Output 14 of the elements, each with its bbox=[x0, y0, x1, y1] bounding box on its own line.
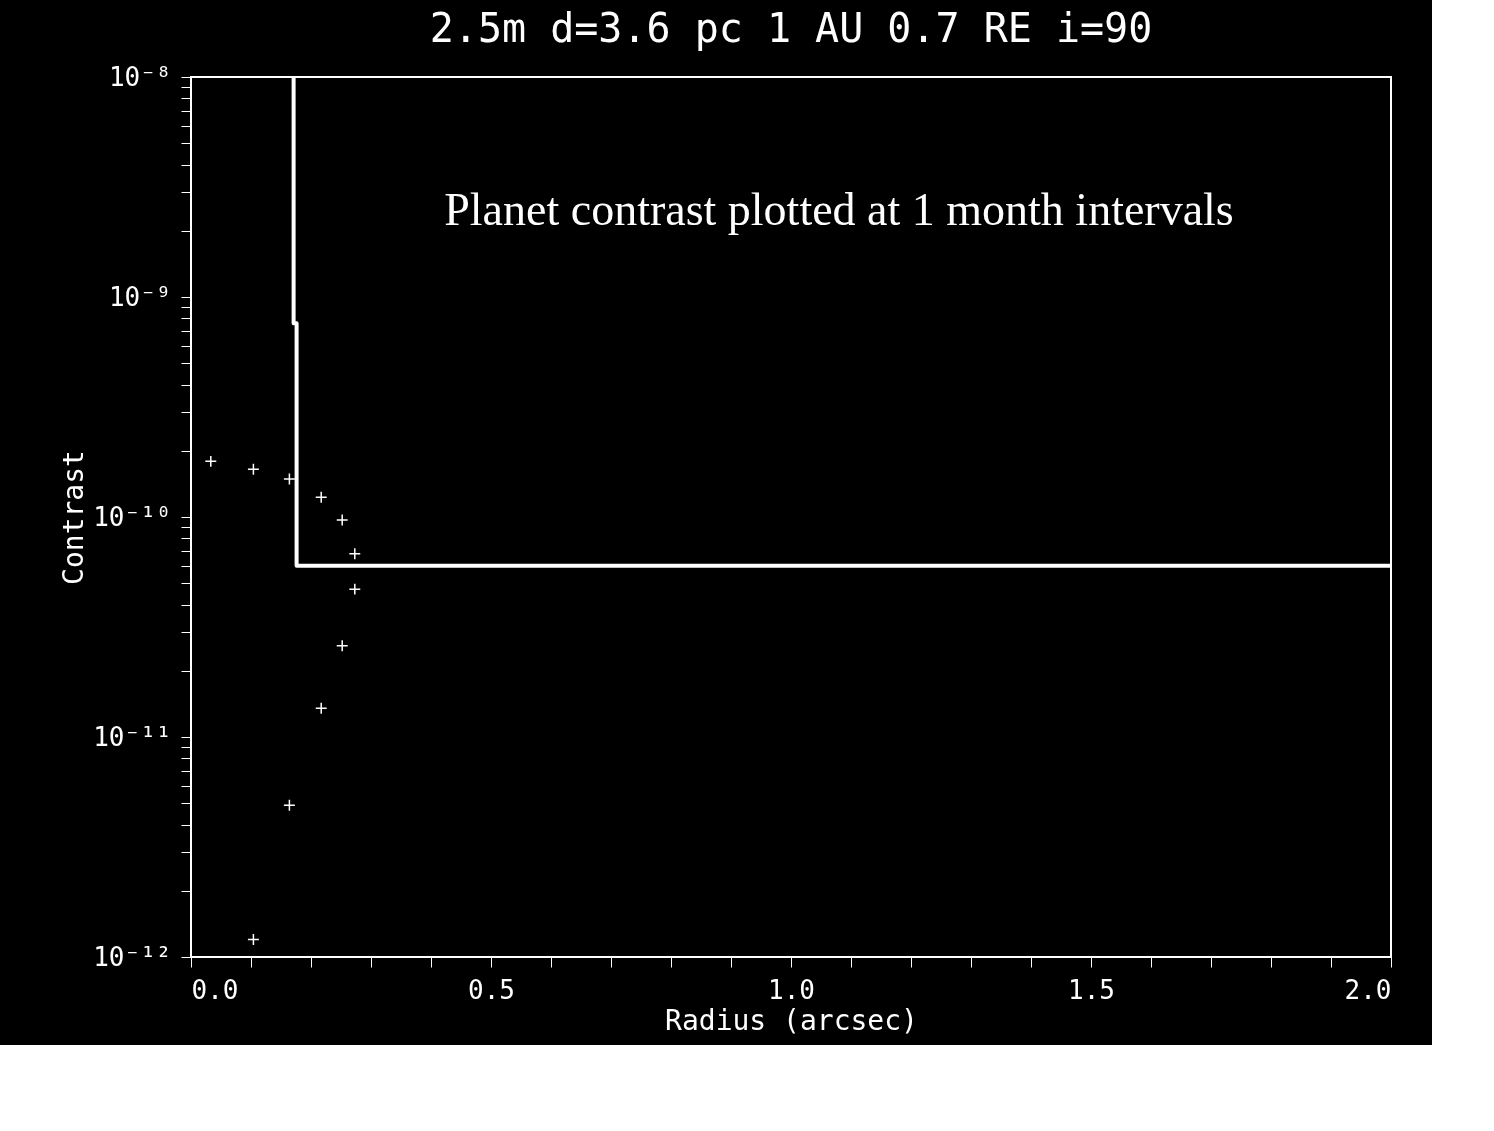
annotation: Planet contrast plotted at 1 month intervals bbox=[444, 183, 1234, 235]
y-tick-label: 10⁻¹⁰ bbox=[93, 501, 172, 532]
y-tick-label: 10⁻¹¹ bbox=[93, 721, 172, 752]
x-tick-label: 1.0 bbox=[768, 974, 815, 1005]
y-axis-title: Contrast bbox=[57, 450, 91, 585]
x-tick-label: 1.5 bbox=[1068, 974, 1115, 1005]
x-axis-title: Radius (arcsec) bbox=[665, 1003, 918, 1037]
x-tick-label: 2.0 bbox=[1344, 974, 1392, 1005]
y-tick-label: 10⁻⁹ bbox=[108, 281, 172, 312]
y-tick-label: 10⁻¹² bbox=[93, 941, 172, 972]
x-tick-label: 0.5 bbox=[468, 974, 515, 1005]
x-tick-label: 0.0 bbox=[191, 974, 239, 1005]
y-tick-label: 10⁻⁸ bbox=[108, 61, 172, 92]
chart-title: 2.5m d=3.6 pc 1 AU 0.7 RE i=90 bbox=[429, 5, 1153, 51]
